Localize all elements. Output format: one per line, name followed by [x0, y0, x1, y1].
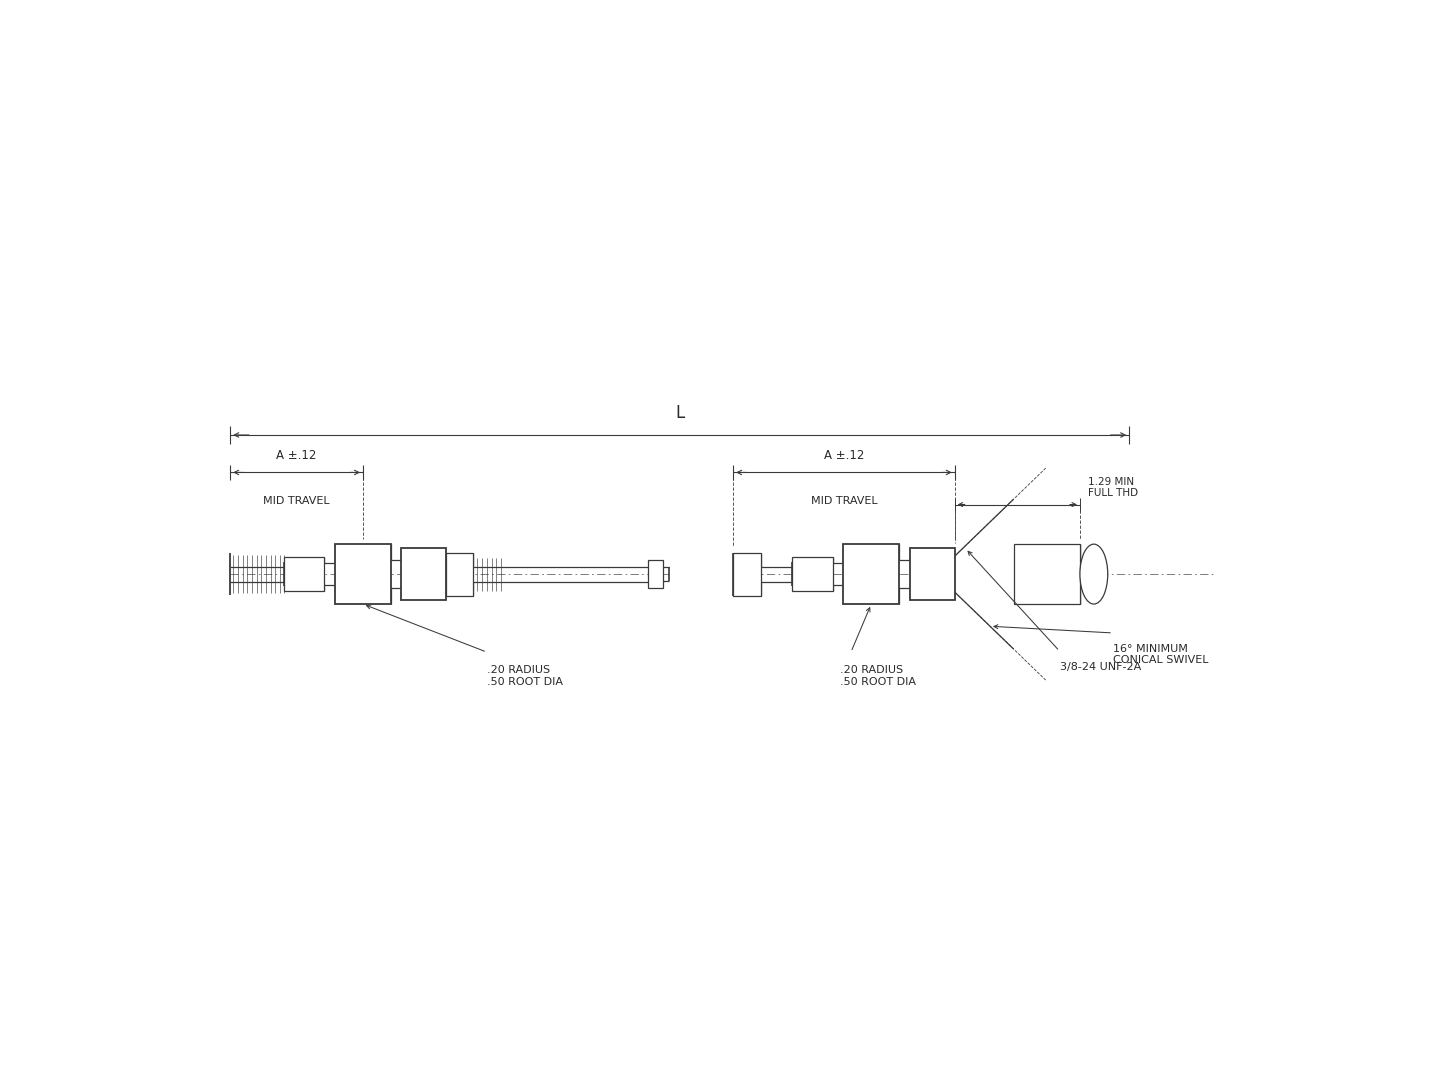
Text: 3/8-24 UNF-2A: 3/8-24 UNF-2A [1059, 662, 1142, 672]
Polygon shape [955, 500, 1013, 649]
Bar [792, 557, 832, 591]
Text: 16° MINIMUM
CONICAL SWIVEL: 16° MINIMUM CONICAL SWIVEL [1113, 644, 1208, 666]
Ellipse shape [1079, 544, 1108, 604]
Bar [733, 553, 762, 595]
Text: MID TRAVEL: MID TRAVEL [811, 496, 877, 506]
Text: L: L [675, 404, 685, 422]
Text: .20 RADIUS
.50 ROOT DIA: .20 RADIUS .50 ROOT DIA [487, 666, 564, 686]
Bar [402, 549, 447, 599]
Bar [647, 560, 663, 588]
Text: A ±.12: A ±.12 [824, 449, 864, 462]
Bar [447, 553, 473, 595]
Text: MID TRAVEL: MID TRAVEL [263, 496, 329, 506]
Bar [1013, 544, 1079, 604]
Bar [335, 544, 390, 604]
Bar [844, 544, 899, 604]
Bar [283, 557, 325, 591]
Text: .20 RADIUS
.50 ROOT DIA: .20 RADIUS .50 ROOT DIA [840, 666, 916, 686]
Text: 1.29 MIN
FULL THD: 1.29 MIN FULL THD [1088, 477, 1139, 499]
Text: A ±.12: A ±.12 [276, 449, 316, 462]
Bar [910, 549, 955, 599]
